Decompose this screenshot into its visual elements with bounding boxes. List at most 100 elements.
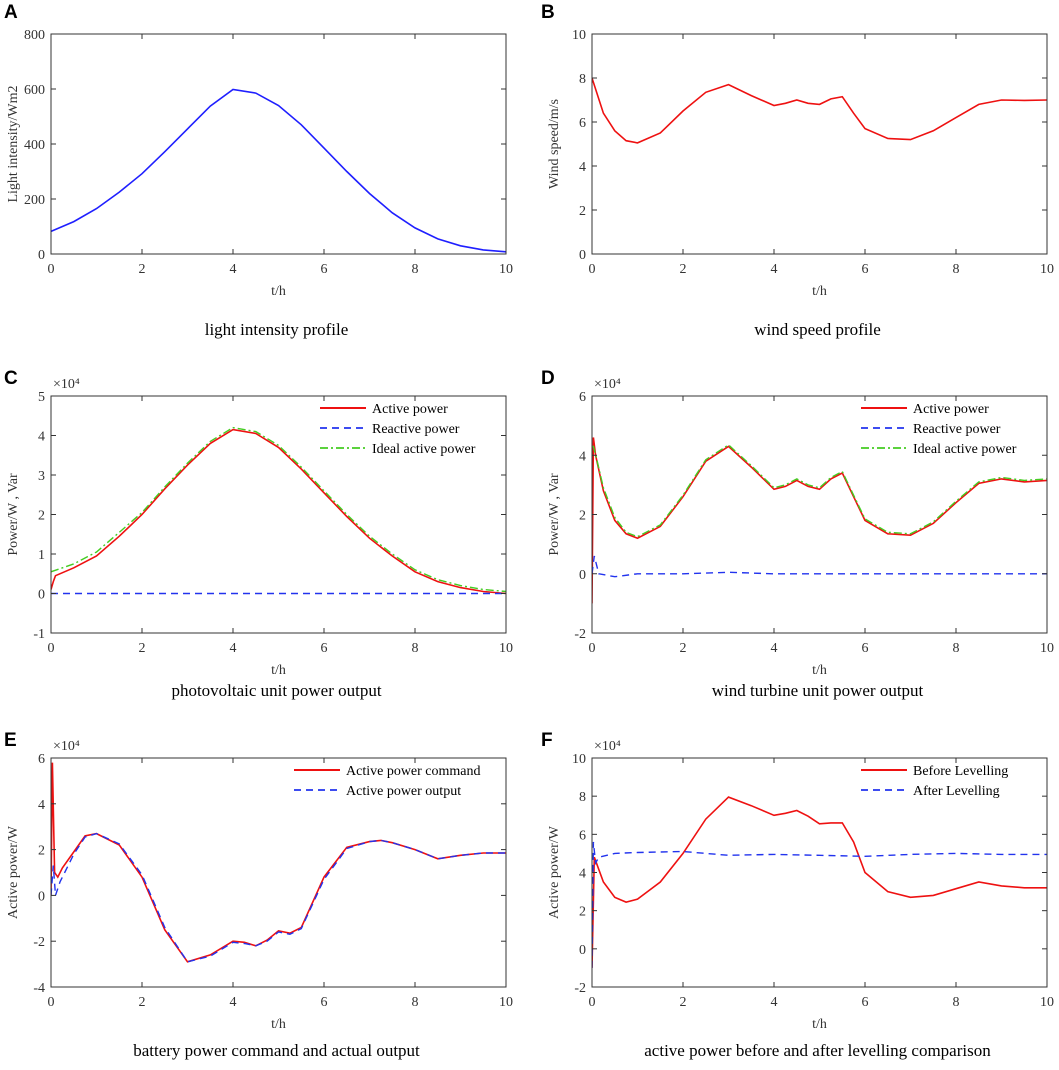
y-tick-label: 4 [38, 430, 45, 445]
panel-letter: E [4, 730, 17, 751]
x-tick-label: 8 [953, 995, 960, 1010]
y-axis-label: Power/W , Var [6, 473, 21, 556]
x-tick-label: 10 [1040, 995, 1054, 1010]
x-tick-label: 2 [139, 641, 146, 656]
x-tick-label: 10 [1040, 262, 1054, 277]
y-tick-label: -1 [33, 627, 45, 642]
y-tick-label: 4 [579, 449, 586, 464]
x-tick-label: 4 [771, 262, 778, 277]
series-line-before-levelling [592, 796, 1047, 968]
y-tick-label: 5 [38, 390, 45, 405]
y-tick-label: 3 [38, 469, 45, 484]
panel-e: E 0 2 4 6 8 10 -4 -2 0 2 4 6 t/h Active power/W ×10⁴ Act… [4, 730, 513, 1060]
legend: Before Levelling After Levelling [861, 764, 1008, 799]
x-tick-label: 6 [321, 262, 328, 277]
x-axis-label: t/h [271, 1017, 286, 1032]
y-axis-label: Power/W , Var [547, 473, 562, 556]
x-tick-label: 10 [499, 641, 513, 656]
panel-letter: D [541, 368, 555, 389]
x-tick-label: 0 [589, 641, 596, 656]
x-tick-label: 8 [412, 641, 419, 656]
x-tick-label: 6 [862, 641, 869, 656]
series-group [51, 762, 506, 963]
y-tick-label: 6 [579, 390, 586, 405]
panel-caption: wind turbine unit power output [712, 681, 924, 700]
y-tick-label: 10 [572, 28, 586, 43]
axis-multiplier: ×10⁴ [594, 739, 621, 754]
x-tick-label: 0 [48, 641, 55, 656]
series-line-active-power-output [51, 832, 506, 963]
series-group [51, 88, 506, 253]
y-tick-label: 10 [572, 752, 586, 767]
x-tick-label: 8 [953, 641, 960, 656]
legend: Active power Reactive power Ideal active p… [861, 402, 1017, 457]
series-line-ideal-active-power [592, 444, 1047, 538]
panel-caption: photovoltaic unit power output [171, 681, 381, 700]
x-tick-label: 4 [230, 995, 237, 1010]
series-line-after-levelling [592, 841, 1047, 968]
x-tick-label: 6 [321, 995, 328, 1010]
x-tick-label: 2 [139, 995, 146, 1010]
x-tick-label: 8 [412, 995, 419, 1010]
x-axis-label: t/h [812, 284, 827, 299]
axes-frame [50, 757, 507, 988]
x-axis-label: t/h [271, 284, 286, 299]
y-tick-label: 4 [579, 867, 586, 882]
legend-label: Reactive power [372, 422, 460, 437]
panel-letter: C [4, 368, 18, 389]
legend-label: After Levelling [913, 784, 1000, 799]
y-tick-label: 0 [38, 248, 45, 263]
legend-label: Active power [372, 402, 448, 417]
legend-label: Active power [913, 402, 989, 417]
legend: Active power Reactive power Ideal active p… [320, 402, 476, 457]
y-tick-label: 2 [579, 905, 586, 920]
legend-label: Ideal active power [372, 442, 476, 457]
x-axis-label: t/h [812, 663, 827, 678]
y-tick-label: 0 [579, 248, 586, 263]
series-line-ideal-active-power [51, 426, 506, 593]
y-tick-label: -2 [574, 981, 586, 996]
legend-label: Reactive power [913, 422, 1001, 437]
y-tick-label: -2 [574, 627, 586, 642]
x-tick-label: 10 [499, 262, 513, 277]
x-tick-label: 6 [862, 262, 869, 277]
series-line-light-intensity [51, 88, 506, 253]
y-tick-label: 2 [579, 509, 586, 524]
x-tick-label: 0 [48, 262, 55, 277]
x-tick-label: 2 [680, 641, 687, 656]
y-tick-label: 200 [24, 193, 45, 208]
x-tick-label: 6 [321, 641, 328, 656]
x-tick-label: 4 [230, 641, 237, 656]
y-tick-label: 8 [579, 790, 586, 805]
x-axis-label: t/h [812, 1017, 827, 1032]
y-tick-label: 1 [38, 548, 45, 563]
axis-multiplier: ×10⁴ [594, 377, 621, 392]
x-tick-label: 2 [680, 995, 687, 1010]
y-tick-label: 0 [579, 943, 586, 958]
series-line-reactive-power [592, 555, 1047, 578]
panel-letter: A [4, 2, 18, 23]
axis-multiplier: ×10⁴ [53, 377, 80, 392]
y-tick-label: 0 [38, 889, 45, 904]
x-tick-label: 4 [771, 641, 778, 656]
x-tick-label: 0 [589, 262, 596, 277]
x-tick-label: 8 [953, 262, 960, 277]
y-tick-label: -2 [33, 935, 45, 950]
panel-b: B 0 2 4 6 8 10 0 2 4 6 8 10 t/h Wind speed/m/s wind spe… [541, 2, 1054, 339]
panel-caption: light intensity profile [205, 320, 349, 339]
x-tick-label: 4 [771, 995, 778, 1010]
y-tick-label: 2 [38, 509, 45, 524]
y-axis-label: Active power/W [547, 825, 562, 919]
legend-label: Ideal active power [913, 442, 1017, 457]
y-tick-label: -4 [33, 981, 45, 996]
legend: Active power command Active power output [294, 764, 481, 799]
series-line-active-power [51, 428, 506, 595]
legend-label: Active power command [346, 764, 481, 779]
y-tick-label: 8 [579, 72, 586, 87]
y-axis-label: Wind speed/m/s [547, 99, 562, 189]
y-tick-label: 600 [24, 83, 45, 98]
series-group [592, 437, 1047, 604]
